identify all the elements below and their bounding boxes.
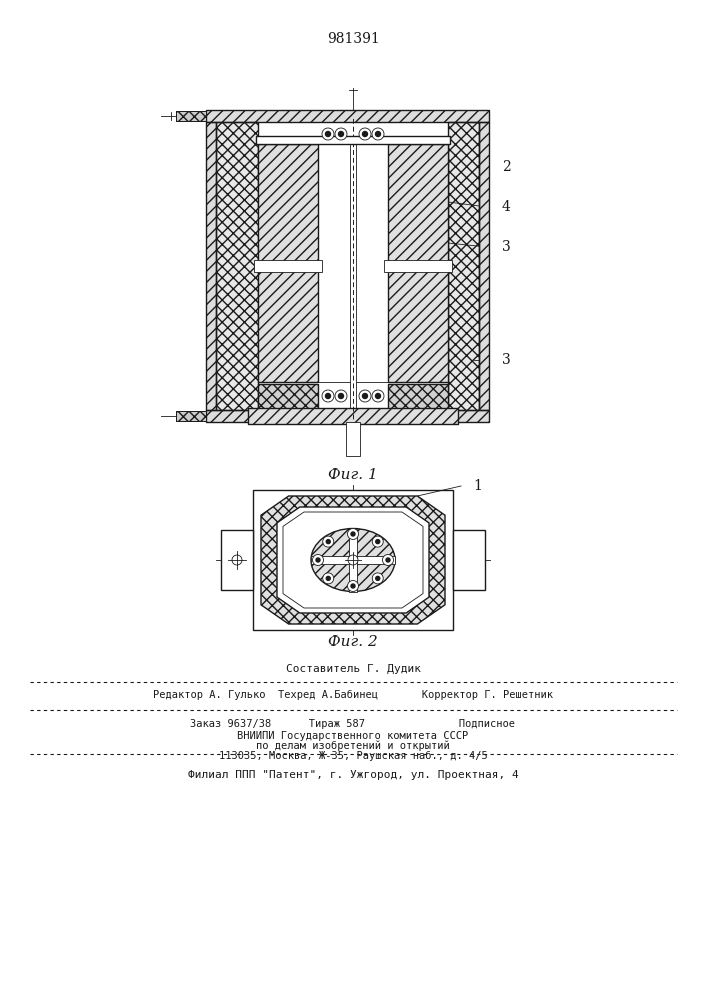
Text: 3: 3	[502, 240, 510, 254]
Bar	[384, 260, 452, 272]
Circle shape	[386, 558, 390, 562]
Circle shape	[373, 573, 383, 584]
Circle shape	[312, 554, 324, 566]
Bar	[388, 144, 448, 382]
Bar	[479, 122, 489, 410]
Bar	[388, 384, 448, 410]
Bar	[453, 530, 485, 590]
Circle shape	[363, 131, 368, 136]
Text: 113035, Москва, Ж-35, Раушская наб., д. 4/5: 113035, Москва, Ж-35, Раушская наб., д. …	[218, 751, 487, 761]
Circle shape	[382, 554, 394, 566]
Circle shape	[322, 390, 334, 402]
Bar	[206, 122, 216, 410]
Circle shape	[359, 128, 371, 140]
Circle shape	[375, 393, 380, 398]
Polygon shape	[277, 507, 429, 613]
Text: Филиал ППП "Патент", г. Ужгород, ул. Проектная, 4: Филиал ППП "Патент", г. Ужгород, ул. Про…	[187, 770, 518, 780]
Bar	[258, 384, 318, 410]
Circle shape	[325, 393, 330, 398]
Bar	[176, 411, 206, 421]
Circle shape	[323, 573, 334, 584]
Bar	[254, 260, 322, 272]
Bar	[388, 144, 448, 382]
Bar	[206, 410, 489, 422]
Text: Составитель Г. Дудик: Составитель Г. Дудик	[286, 664, 421, 674]
Text: 2: 2	[502, 160, 510, 174]
Circle shape	[348, 555, 358, 565]
Circle shape	[348, 580, 358, 591]
Circle shape	[351, 532, 355, 536]
Bar	[206, 110, 489, 122]
Ellipse shape	[311, 528, 395, 591]
Circle shape	[339, 131, 344, 136]
Circle shape	[373, 536, 383, 547]
Bar	[256, 136, 450, 144]
Bar	[311, 556, 395, 564]
Circle shape	[326, 540, 330, 544]
Text: 981391: 981391	[327, 32, 380, 46]
Bar	[346, 422, 360, 456]
Circle shape	[335, 128, 347, 140]
Polygon shape	[261, 496, 445, 624]
Circle shape	[375, 131, 380, 136]
Text: по делам изобретений и открытий: по делам изобретений и открытий	[256, 741, 450, 751]
Text: Фиг. 2: Фиг. 2	[328, 635, 378, 649]
Circle shape	[326, 576, 330, 580]
Circle shape	[335, 390, 347, 402]
Bar	[349, 528, 357, 591]
Bar	[350, 142, 356, 440]
Bar	[448, 122, 479, 410]
Bar	[221, 530, 253, 590]
Bar	[176, 411, 206, 421]
Text: 4: 4	[502, 200, 511, 214]
Circle shape	[325, 131, 330, 136]
Polygon shape	[283, 512, 423, 608]
Circle shape	[363, 393, 368, 398]
Bar	[258, 144, 318, 382]
Circle shape	[375, 576, 380, 580]
Bar	[248, 408, 458, 424]
Circle shape	[348, 528, 358, 540]
Circle shape	[372, 390, 384, 402]
Text: 3: 3	[502, 353, 510, 367]
Bar	[206, 110, 489, 122]
Circle shape	[339, 393, 344, 398]
Bar	[248, 408, 458, 424]
Circle shape	[323, 536, 334, 547]
Text: 1: 1	[473, 479, 482, 493]
Bar	[253, 490, 453, 630]
Bar	[216, 122, 258, 410]
Circle shape	[359, 390, 371, 402]
Text: Редактор А. Гулько  Техред А.Бабинец       Корректор Г. Решетник: Редактор А. Гулько Техред А.Бабинец Корр…	[153, 690, 553, 700]
Circle shape	[375, 540, 380, 544]
Bar	[388, 384, 448, 410]
Bar	[318, 144, 388, 382]
Text: ВНИИПИ Государственного комитета СССР: ВНИИПИ Государственного комитета СССР	[238, 731, 469, 741]
Text: Фиг. 1: Фиг. 1	[328, 468, 378, 482]
Bar	[479, 122, 489, 410]
Circle shape	[316, 558, 320, 562]
Circle shape	[351, 584, 355, 588]
Bar	[176, 111, 206, 121]
Text: Заказ 9637/38      Тираж 587               Подписное: Заказ 9637/38 Тираж 587 Подписное	[190, 719, 515, 729]
Bar	[206, 122, 216, 410]
Bar	[176, 111, 206, 121]
Bar	[216, 122, 258, 410]
Circle shape	[372, 128, 384, 140]
Circle shape	[322, 128, 334, 140]
Bar	[258, 144, 318, 382]
Bar	[448, 122, 479, 410]
Bar	[258, 384, 318, 410]
Circle shape	[232, 555, 242, 565]
Bar	[206, 410, 489, 422]
